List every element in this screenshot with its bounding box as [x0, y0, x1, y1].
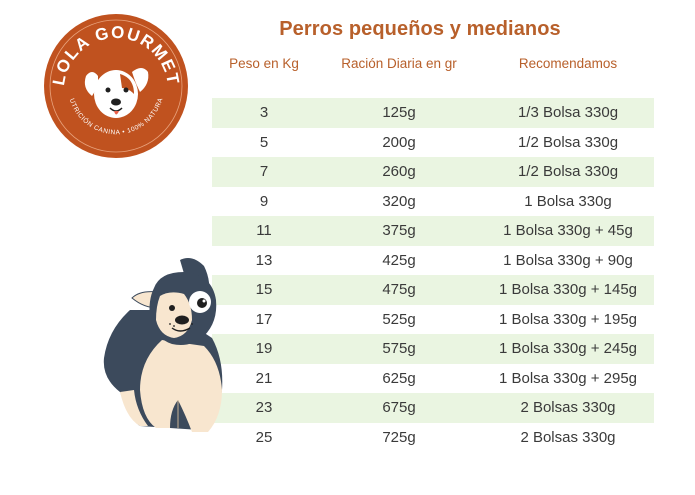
cell-racion: 675g — [382, 399, 416, 417]
ration-table: 3 125g 1/3 Bolsa 330g 5 200g 1/2 Bolsa 3… — [212, 98, 654, 452]
cell-racion: 260g — [382, 163, 416, 181]
cell-recomendamos: 1 Bolsa 330g + 45g — [503, 222, 633, 240]
cell-recomendamos: 1/2 Bolsa 330g — [517, 163, 619, 181]
cell-recomendamos: 1 Bolsa 330g — [524, 192, 612, 210]
table-row: 3 125g 1/3 Bolsa 330g — [212, 98, 654, 128]
table-row: 5 200g 1/2 Bolsa 330g — [212, 128, 654, 158]
table-row: 9 320g 1 Bolsa 330g — [212, 187, 654, 217]
dog-face-icon — [84, 68, 149, 118]
page-title: Perros pequeños y medianos — [279, 18, 561, 40]
cell-peso: 25 — [255, 428, 273, 446]
cell-recomendamos: 1/3 Bolsa 330g — [517, 104, 619, 122]
french-bulldog-icon — [103, 258, 223, 432]
cell-peso: 17 — [255, 310, 273, 328]
cell-peso: 7 — [259, 163, 269, 181]
cell-peso: 13 — [255, 251, 273, 269]
cell-peso: 5 — [259, 133, 269, 151]
table-row: 13 425g 1 Bolsa 330g + 90g — [212, 246, 654, 276]
cell-racion: 200g — [382, 133, 416, 151]
cell-racion: 425g — [382, 251, 416, 269]
cell-peso: 15 — [255, 281, 273, 299]
table-row: 25 725g 2 Bolsas 330g — [212, 423, 654, 453]
cell-recomendamos: 1 Bolsa 330g + 245g — [498, 340, 638, 358]
cell-peso: 19 — [255, 340, 273, 358]
cell-racion: 475g — [382, 281, 416, 299]
table-row: 23 675g 2 Bolsas 330g — [212, 393, 654, 423]
cell-recomendamos: 2 Bolsas 330g — [520, 399, 616, 417]
cell-racion: 725g — [382, 428, 416, 446]
cell-racion: 525g — [382, 310, 416, 328]
cell-peso: 9 — [259, 192, 269, 210]
cell-racion: 375g — [382, 222, 416, 240]
table-row: 19 575g 1 Bolsa 330g + 245g — [212, 334, 654, 364]
cell-peso: 3 — [259, 104, 269, 122]
cell-recomendamos: 2 Bolsas 330g — [520, 428, 616, 446]
cell-racion: 125g — [382, 104, 416, 122]
table-row: 7 260g 1/2 Bolsa 330g — [212, 157, 654, 187]
cell-recomendamos: 1 Bolsa 330g + 195g — [498, 310, 638, 328]
table-row: 17 525g 1 Bolsa 330g + 195g — [212, 305, 654, 335]
table-row: 11 375g 1 Bolsa 330g + 45g — [212, 216, 654, 246]
header-racion: Ración Diaria en gr — [341, 56, 457, 71]
cell-recomendamos: 1 Bolsa 330g + 90g — [503, 251, 633, 269]
table-row: 15 475g 1 Bolsa 330g + 145g — [212, 275, 654, 305]
cell-racion: 320g — [382, 192, 416, 210]
header-recomendamos: Recomendamos — [518, 56, 618, 71]
table-row: 21 625g 1 Bolsa 330g + 295g — [212, 364, 654, 394]
cell-racion: 625g — [382, 369, 416, 387]
cell-recomendamos: 1 Bolsa 330g + 295g — [498, 369, 638, 387]
cell-recomendamos: 1/2 Bolsa 330g — [517, 133, 619, 151]
cell-recomendamos: 1 Bolsa 330g + 145g — [498, 281, 638, 299]
lola-gourmet-logo: LOLA GOURMET NUTRICIÓN CANINA • 100% NAT… — [42, 12, 188, 158]
header-peso: Peso en Kg — [229, 56, 299, 71]
cell-racion: 575g — [382, 340, 416, 358]
cell-peso: 21 — [255, 369, 273, 387]
cell-peso: 23 — [255, 399, 273, 417]
cell-peso: 11 — [256, 222, 272, 240]
